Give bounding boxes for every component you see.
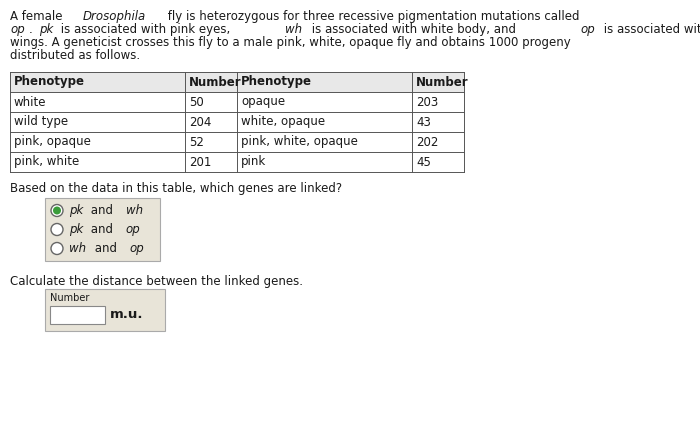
Bar bbox=[45, 198, 160, 261]
Text: fly is heterozygous for three recessive pigmentation mutations called: fly is heterozygous for three recessive … bbox=[164, 10, 583, 23]
Text: wh: wh bbox=[69, 242, 86, 255]
Text: Number: Number bbox=[189, 76, 241, 89]
Text: wings. A geneticist crosses this fly to a male pink, white, opaque fly and obtai: wings. A geneticist crosses this fly to … bbox=[10, 36, 570, 49]
Text: distributed as follows.: distributed as follows. bbox=[10, 49, 140, 62]
Text: and: and bbox=[88, 223, 117, 236]
Text: pink: pink bbox=[241, 155, 266, 169]
Text: pink, opaque: pink, opaque bbox=[14, 135, 91, 149]
Circle shape bbox=[51, 223, 63, 235]
Text: 45: 45 bbox=[416, 155, 431, 169]
Text: pink, white, opaque: pink, white, opaque bbox=[241, 135, 358, 149]
Text: Calculate the distance between the linked genes.: Calculate the distance between the linke… bbox=[10, 275, 303, 288]
Text: A female: A female bbox=[10, 10, 66, 23]
Text: is associated with white body, and: is associated with white body, and bbox=[307, 23, 519, 36]
Text: 43: 43 bbox=[416, 116, 431, 129]
Text: wh: wh bbox=[126, 204, 143, 217]
Text: pk: pk bbox=[69, 204, 83, 217]
Text: 204: 204 bbox=[189, 116, 211, 129]
Text: Number: Number bbox=[50, 293, 90, 303]
Text: wh: wh bbox=[286, 23, 302, 36]
Text: pk: pk bbox=[38, 23, 53, 36]
Bar bbox=[45, 289, 165, 331]
Text: Number: Number bbox=[416, 76, 468, 89]
Text: pink, white: pink, white bbox=[14, 155, 79, 169]
Text: white, opaque: white, opaque bbox=[241, 116, 325, 129]
Text: Phenotype: Phenotype bbox=[241, 76, 312, 89]
Circle shape bbox=[51, 243, 63, 255]
Text: op: op bbox=[581, 23, 596, 36]
Text: 52: 52 bbox=[189, 135, 204, 149]
Text: pk: pk bbox=[69, 223, 83, 236]
Text: 202: 202 bbox=[416, 135, 438, 149]
Text: op: op bbox=[126, 223, 141, 236]
Circle shape bbox=[53, 206, 61, 214]
Text: wild type: wild type bbox=[14, 116, 68, 129]
Bar bbox=[10, 72, 464, 92]
Text: 203: 203 bbox=[416, 96, 438, 109]
Text: Phenotype: Phenotype bbox=[14, 76, 85, 89]
Text: Based on the data in this table, which genes are linked?: Based on the data in this table, which g… bbox=[10, 182, 342, 195]
Text: 201: 201 bbox=[189, 155, 211, 169]
Text: opaque: opaque bbox=[241, 96, 285, 109]
Text: white: white bbox=[14, 96, 46, 109]
Circle shape bbox=[51, 205, 63, 217]
Text: is associated with opaque: is associated with opaque bbox=[600, 23, 700, 36]
Text: is associated with pink eyes,: is associated with pink eyes, bbox=[57, 23, 234, 36]
Text: m.u.: m.u. bbox=[110, 308, 144, 321]
Text: .: . bbox=[29, 23, 36, 36]
Bar bbox=[50, 306, 105, 324]
Text: Drosophila: Drosophila bbox=[83, 10, 146, 23]
Text: 50: 50 bbox=[189, 96, 204, 109]
Text: and: and bbox=[91, 242, 121, 255]
Text: and: and bbox=[88, 204, 117, 217]
Text: op: op bbox=[10, 23, 25, 36]
Text: op: op bbox=[130, 242, 144, 255]
